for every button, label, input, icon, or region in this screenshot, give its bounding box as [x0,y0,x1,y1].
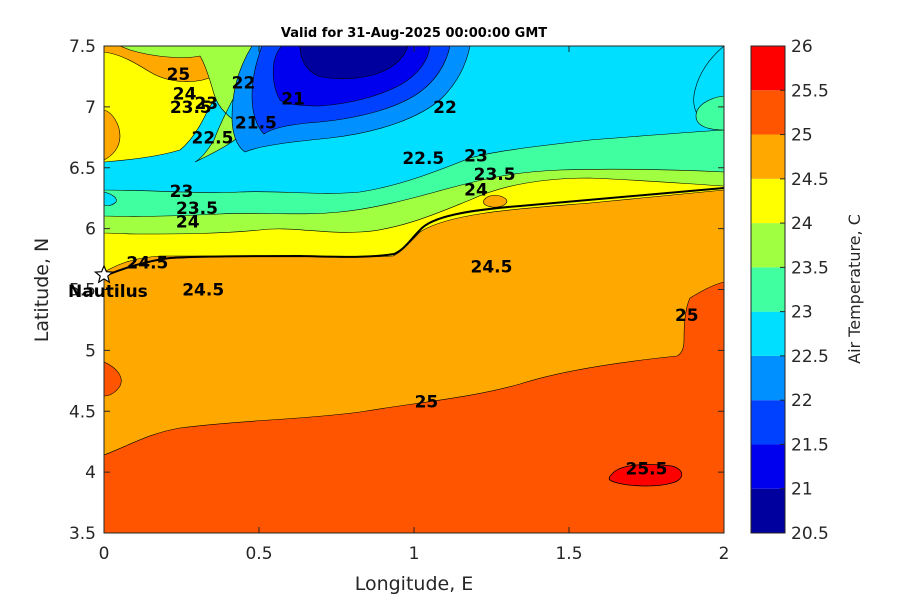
x-axis-label: Longitude, E [355,573,474,595]
y-axis-label: Latitude, N [31,238,53,343]
y-tick-label: 7 [85,98,96,118]
x-tick-label: 2 [719,544,730,564]
colorbar-tick-label: 24 [791,214,813,234]
contour-label: 25 [415,393,439,413]
y-tick-label: 7.5 [69,37,96,57]
contour-label: 23.5 [474,165,516,185]
x-tick-label: 1 [409,544,420,564]
band-20.5-to-21 [299,46,409,80]
contour-label: 22.5 [402,149,444,169]
contour-label: 24 [176,212,200,232]
y-tick-label: 5.5 [69,281,96,301]
contour-label: 22 [433,98,457,118]
x-tick-label: 0.5 [245,544,272,564]
colorbar-swatch [751,178,785,224]
contour-label: 24 [173,84,197,104]
colorbar-tick-label: 25.5 [791,81,829,101]
colorbar: 20.5 21 21.5 22 22.5 23 23.5 24 24.5 25 25.5 26 [750,37,829,544]
chart-title: Valid for 31-Aug-2025 00:00:00 GMT [281,26,547,41]
colorbar-tick-label: 22 [791,391,813,411]
marker-label: Nautilus [68,282,148,302]
band-22.5-blob-left [104,191,117,206]
coastline [104,187,724,277]
colorbar-swatch [751,223,785,268]
x-axis: 0 0.5 1 1.5 2 [99,46,730,564]
colorbar-tick-label: 23 [791,303,813,323]
contour-label: 25.5 [626,459,668,479]
contour-label: 24.5 [182,281,224,301]
contour-label: 24.5 [471,257,513,277]
y-tick-label: 6 [85,220,96,240]
contour-label: 22 [232,74,256,94]
contour-label: 24 [464,181,488,201]
colorbar-swatch [751,267,785,312]
contour-label: 21 [281,89,305,109]
colorbar-tick-label: 21 [791,480,813,500]
colorbar-swatch [751,488,785,533]
x-tick-label: 0 [99,544,110,564]
colorbar-swatch [751,311,785,356]
x-tick-label: 1.5 [555,544,582,564]
band-23-lobe-right [695,95,724,131]
colorbar-swatch [751,400,785,445]
colorbar-label: Air Temperature, C [845,214,864,364]
y-tick-label: 5 [85,341,96,361]
colorbar-tick-label: 23.5 [791,258,829,278]
colorbar-tick-label: 21.5 [791,435,829,455]
colorbar-swatch [751,444,785,489]
colorbar-swatch [751,355,785,401]
colorbar-tick-label: 24.5 [791,170,829,190]
contour-label: 25 [675,306,699,326]
marker-star-icon [93,264,115,284]
colorbar-tick-label: 26 [791,37,813,57]
band-25.5-blob [608,464,683,487]
contour-label: 21.5 [235,114,277,134]
contour-label: 23 [464,147,488,167]
colorbar-tick-label: 20.5 [791,524,829,544]
band-25-blob-left [104,361,122,397]
contour-label: 23 [194,94,218,114]
contour-label: 23 [170,182,194,202]
contour-label: 23.5 [170,98,212,118]
colorbar-swatch [751,90,785,135]
contour-label: 23.5 [176,199,218,219]
marker-layer: Nautilus [68,264,148,302]
y-tick-label: 4.5 [69,402,96,422]
y-tick-label: 4 [85,463,96,483]
contour-fill [104,46,724,533]
colorbar-tick-label: 25 [791,126,813,146]
band-24.5-upper-left [104,109,121,161]
contour-label: 25 [167,65,191,85]
y-tick-label: 6.5 [69,159,96,179]
contour-label: 24.5 [126,254,168,274]
band-24.5-blob [483,195,508,208]
contour-label: 22.5 [192,128,234,148]
colorbar-swatch [751,46,785,91]
colorbar-frame [750,45,786,534]
y-tick-label: 3.5 [69,524,96,544]
y-axis: 3.5 4 4.5 5 5.5 6 6.5 7 7.5 [69,37,724,544]
colorbar-swatch [751,134,785,179]
colorbar-tick-label: 22.5 [791,347,829,367]
